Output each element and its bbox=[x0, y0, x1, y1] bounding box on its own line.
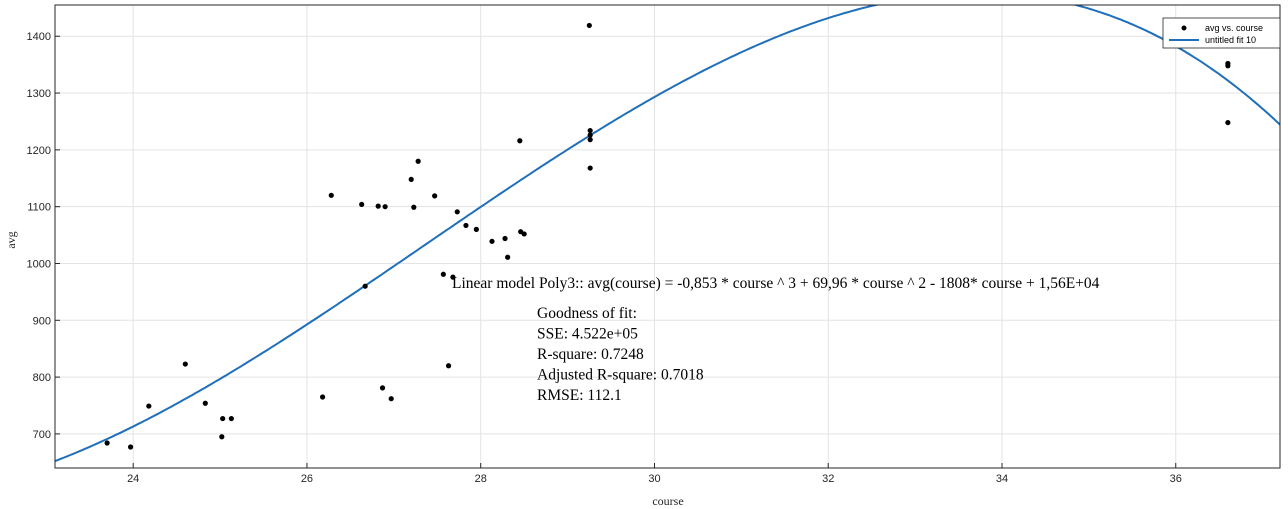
data-point bbox=[586, 22, 592, 29]
data-point bbox=[228, 415, 234, 422]
y-tick-label: 1100 bbox=[27, 202, 51, 214]
data-point bbox=[379, 385, 386, 391]
data-point bbox=[473, 226, 479, 232]
gof-line: R-square: 0.7248 bbox=[537, 346, 644, 363]
gof-line: Goodness of fit: bbox=[537, 305, 637, 322]
data-point bbox=[587, 132, 593, 138]
x-tick-label: 30 bbox=[648, 473, 660, 485]
fit-curve-layer bbox=[55, 5, 1280, 463]
legend-point-marker bbox=[1181, 25, 1187, 31]
data-point bbox=[587, 127, 593, 134]
data-point bbox=[463, 222, 469, 229]
legend-entry-points: avg vs. course bbox=[1205, 23, 1263, 33]
data-point bbox=[319, 394, 326, 400]
data-point bbox=[219, 434, 225, 440]
y-tick-label: 1200 bbox=[27, 145, 51, 157]
data-point bbox=[587, 137, 593, 143]
data-point bbox=[587, 165, 593, 171]
y-tick-label: 900 bbox=[33, 315, 51, 327]
goodness-of-fit-annotation: Goodness of fit: SSE: 4.522e+05 R-square: … bbox=[537, 305, 704, 404]
y-tick-label: 1000 bbox=[27, 258, 51, 270]
data-point bbox=[411, 204, 417, 210]
data-point bbox=[127, 444, 134, 450]
data-point bbox=[362, 283, 368, 289]
x-tick-label: 28 bbox=[475, 473, 487, 485]
gof-line: Adjusted R-square: 0.7018 bbox=[537, 367, 704, 384]
x-tick-label: 32 bbox=[822, 473, 834, 485]
legend-entry-fit: untitled fit 10 bbox=[1205, 35, 1256, 45]
equation-annotation: Linear model Poly3:: avg(course) = -0,85… bbox=[452, 275, 1100, 292]
x-axis-label: course bbox=[652, 494, 683, 508]
x-tick-label: 36 bbox=[1170, 473, 1182, 485]
data-point bbox=[388, 396, 394, 402]
y-axis-ticks: 700 800 900 1000 1100 1200 1300 1400 bbox=[27, 31, 60, 441]
grid-lines bbox=[55, 5, 1280, 468]
data-point bbox=[182, 361, 188, 367]
data-point bbox=[382, 204, 388, 210]
data-point bbox=[328, 192, 334, 198]
data-point bbox=[1225, 63, 1231, 69]
legend: avg vs. course untitled fit 10 bbox=[1162, 17, 1281, 49]
data-point bbox=[440, 271, 446, 277]
y-tick-label: 700 bbox=[33, 429, 51, 441]
data-point bbox=[375, 203, 381, 209]
legend-box bbox=[1162, 17, 1281, 49]
x-tick-label: 26 bbox=[301, 473, 313, 485]
x-tick-label: 34 bbox=[996, 473, 1008, 485]
plot-frame bbox=[54, 4, 1281, 469]
data-point bbox=[220, 415, 226, 422]
data-point bbox=[450, 274, 456, 280]
data-points-layer bbox=[104, 22, 1231, 450]
data-point bbox=[489, 238, 495, 244]
gof-line: SSE: 4.522e+05 bbox=[537, 326, 638, 343]
data-point bbox=[104, 440, 110, 446]
data-point bbox=[521, 231, 527, 237]
y-tick-label: 1300 bbox=[27, 88, 51, 100]
data-point bbox=[202, 400, 208, 406]
gof-line: RMSE: 112.1 bbox=[537, 387, 622, 404]
x-tick-label: 24 bbox=[127, 473, 139, 485]
y-tick-label: 1400 bbox=[27, 31, 51, 43]
data-point bbox=[1225, 119, 1231, 126]
data-point bbox=[432, 193, 438, 199]
data-point bbox=[505, 254, 511, 260]
data-point bbox=[408, 176, 414, 183]
data-point bbox=[445, 363, 452, 369]
y-axis-label: avg bbox=[4, 231, 18, 248]
data-point bbox=[359, 201, 365, 208]
data-point bbox=[146, 403, 152, 409]
fit-curve bbox=[55, 5, 1280, 463]
data-point bbox=[502, 235, 508, 242]
y-tick-label: 800 bbox=[33, 372, 51, 384]
data-point bbox=[517, 138, 523, 144]
data-point bbox=[415, 158, 421, 164]
data-point bbox=[454, 209, 460, 215]
x-axis-ticks: 24 26 28 30 32 34 36 bbox=[127, 463, 1182, 485]
